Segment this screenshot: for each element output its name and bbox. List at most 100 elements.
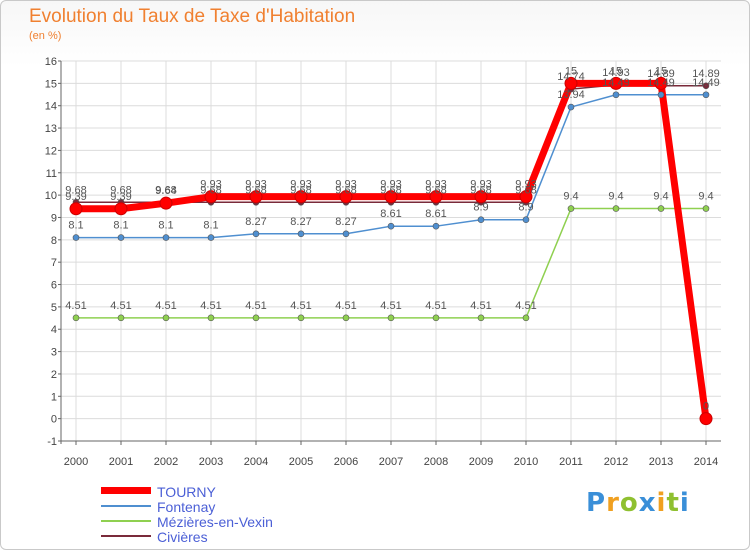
data-point-1 [522,216,530,224]
x-tick-label: 2006 [334,456,358,468]
data-label-1: 8.27 [335,216,356,228]
logo-letter: r [606,488,620,518]
data-label-2: 9.4 [563,191,578,203]
y-tick-label: 8 [51,235,57,247]
y-tick-label: 12 [45,145,57,157]
data-point-0 [429,190,443,204]
data-label-2: 4.51 [245,300,266,312]
y-tick-label: 5 [51,302,57,314]
logo-letter: i [656,488,667,518]
x-tick-label: 2011 [559,456,583,468]
data-label-1: 8.9 [473,202,488,214]
data-point-2 [657,205,665,212]
data-point-2 [477,314,485,322]
data-point-1 [567,103,575,111]
data-label-2: 4.51 [470,300,491,312]
data-label-1: 8.61 [380,208,401,220]
data-label-2: 4.51 [290,300,311,312]
data-point-1 [72,234,80,241]
data-label-0: 9.39 [65,191,86,203]
data-label-0: 9.93 [380,179,401,191]
data-label-0: 9.93 [470,179,491,191]
data-label-3: 14.89 [647,68,675,80]
data-point-1 [702,91,710,99]
x-tick-label: 2014 [694,456,718,468]
logo-letter: i [679,488,690,518]
data-label-3: 9.68 [425,184,446,196]
x-tick-label: 2003 [199,456,223,468]
data-label-0: 9.93 [290,179,311,191]
data-label-0: 0 [703,401,709,413]
logo-letter: t [666,488,680,518]
y-tick-label: 1 [51,391,57,403]
data-label-0: 9.93 [425,179,446,191]
x-tick-label: 2000 [64,456,88,468]
chart-title: Evolution du Taux de Taxe d'Habitation [29,6,356,27]
data-point-0 [204,190,218,204]
data-label-3: 9.68 [515,184,536,196]
x-tick-label: 2013 [649,456,673,468]
data-label-1: 8.9 [518,202,533,214]
data-label-1: 8.61 [425,208,446,220]
legend-label: Civières [157,529,208,545]
y-tick-label: 2 [51,369,57,381]
legend-swatch [101,487,151,494]
data-point-3 [702,82,710,90]
data-label-2: 4.51 [335,300,356,312]
data-label-0: 9.93 [200,179,221,191]
data-label-1: 8.1 [113,220,128,232]
data-label-3: 9.68 [200,184,221,196]
data-point-1 [612,91,620,99]
y-tick-label: 16 [45,56,57,68]
data-point-2 [342,314,350,322]
legend-label: TOURNY [157,484,216,500]
data-label-1: 13.94 [557,89,585,101]
data-point-1 [477,216,485,224]
data-label-0: 9.93 [335,179,356,191]
data-label-1: 8.27 [290,216,311,228]
x-tick-label: 2010 [514,456,538,468]
data-point-2 [117,314,125,322]
data-label-0: 15 [655,65,667,77]
data-point-2 [387,314,395,322]
data-point-2 [567,205,575,212]
data-point-1 [162,234,170,241]
legend-label: Mézières-en-Vexin [157,514,273,530]
data-label-2: 4.51 [155,300,176,312]
data-label-2: 9.4 [608,191,623,203]
data-point-1 [252,230,260,238]
x-tick-label: 2005 [289,456,313,468]
data-label-0: 9.64 [155,185,176,197]
y-tick-label: 6 [51,280,57,292]
data-point-1 [387,222,395,230]
data-label-3: 9.68 [470,184,491,196]
data-label-2: 4.51 [110,300,131,312]
data-label-1: 14.49 [647,77,675,89]
y-tick-label: -1 [47,436,57,448]
data-label-1: 8.1 [68,220,83,232]
data-label-3: 9.68 [380,184,401,196]
y-tick-label: 0 [51,414,57,426]
data-point-0 [654,76,668,90]
data-label-3: 9.68 [335,184,356,196]
data-point-0 [114,202,128,216]
proxiti-logo: Proxiti [586,488,690,518]
y-tick-label: 14 [45,101,57,113]
data-point-1 [117,234,125,241]
x-tick-label: 2007 [379,456,403,468]
data-label-0: 9.93 [245,179,266,191]
data-label-0: 9.93 [515,179,536,191]
data-label-3: 9.68 [290,184,311,196]
y-tick-label: 9 [51,212,57,224]
data-label-3: 9.68 [155,184,176,196]
data-label-0: 15 [565,65,577,77]
x-tick-label: 2008 [424,456,448,468]
logo-letter: x [638,488,657,518]
data-label-3: 9.68 [65,184,86,196]
data-point-2 [72,314,80,322]
y-tick-label: 4 [51,324,57,336]
data-label-2: 4.51 [380,300,401,312]
legend-swatch [101,535,151,537]
data-label-2: 4.51 [515,300,536,312]
